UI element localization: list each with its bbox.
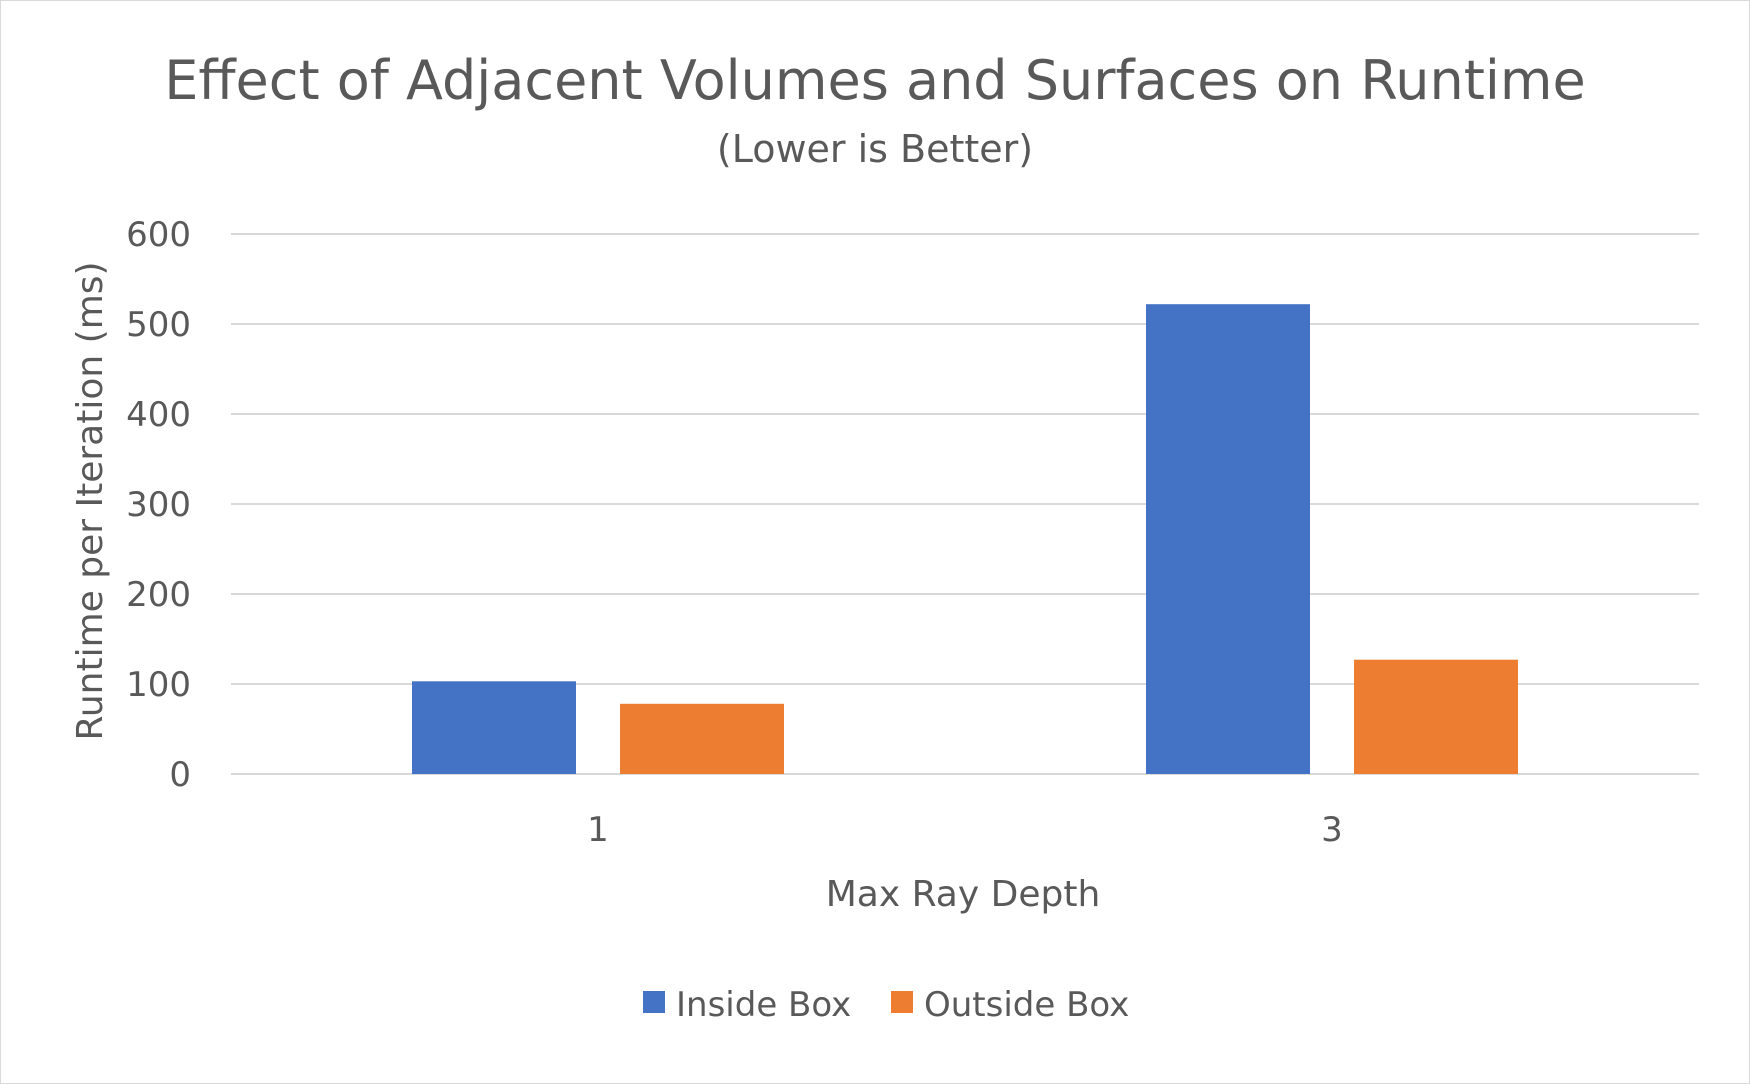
legend-swatch [891,991,913,1013]
legend: Inside Box Outside Box [643,985,1129,1025]
legend-label: Outside Box [924,985,1129,1025]
bars [412,304,1518,774]
y-tick-label: 500 [126,305,191,345]
x-axis-label: Max Ray Depth [826,874,1101,915]
y-axis-ticks: 0 100 200 300 400 500 600 [126,215,191,795]
bar-inside-box-3 [1146,304,1310,774]
y-tick-label: 600 [126,215,191,255]
y-tick-label: 200 [126,575,191,615]
chart-subtitle: (Lower is Better) [717,127,1033,171]
legend-label: Inside Box [676,985,851,1025]
x-tick-label: 3 [1321,810,1343,850]
chart-title: Effect of Adjacent Volumes and Surfaces … [164,49,1586,112]
y-tick-label: 300 [126,485,191,525]
bar-outside-box-1 [620,703,784,774]
y-tick-label: 100 [126,665,191,705]
y-tick-label: 400 [126,395,191,435]
y-tick-label: 0 [169,755,191,795]
y-axis-label: Runtime per Iteration (ms) [70,261,111,740]
x-tick-label: 1 [587,810,609,850]
bar-inside-box-1 [412,681,576,774]
legend-swatch [643,991,665,1013]
bar-outside-box-3 [1354,659,1518,774]
